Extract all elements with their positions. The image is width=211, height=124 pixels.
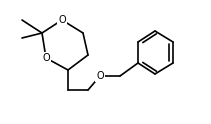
Text: O: O	[96, 71, 104, 81]
Text: O: O	[58, 15, 66, 25]
Text: O: O	[42, 53, 50, 63]
